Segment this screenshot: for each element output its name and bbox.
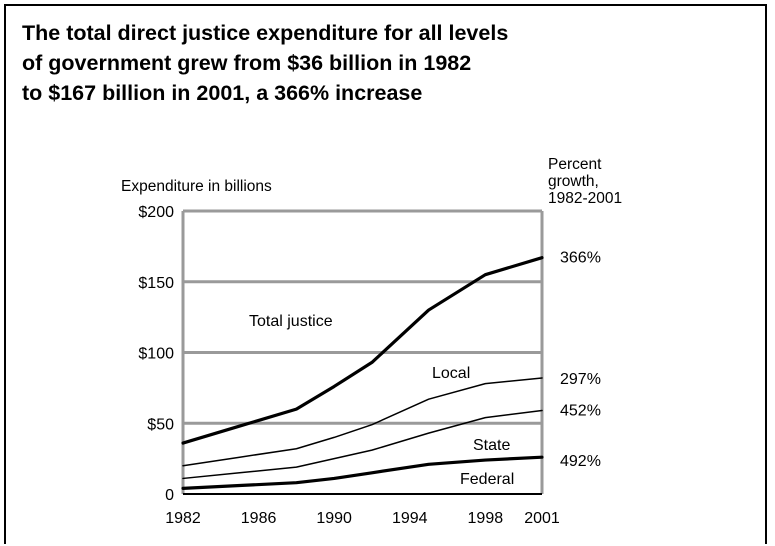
series-line [181, 256, 544, 445]
x-tick-label: 1982 [165, 510, 201, 527]
x-tick-label: 1990 [316, 510, 352, 527]
series-line [182, 377, 543, 467]
chart-title-line-1: The total direct justice expenditure for… [22, 21, 509, 45]
y-tick-label: $200 [138, 204, 174, 221]
series-label: Local [432, 365, 470, 382]
y-tick-label: $50 [147, 416, 174, 433]
growth-percent-label: 366% [560, 250, 601, 267]
y-tick-label: $100 [138, 346, 174, 363]
growth-percent-label: 492% [560, 453, 601, 470]
growth-header-line: 1982-2001 [548, 190, 622, 207]
x-tick-label: 1998 [468, 510, 504, 527]
chart-title: The total direct justice expenditure for… [22, 18, 508, 108]
growth-header-line: Percent [548, 156, 602, 173]
series-label: Total justice [249, 313, 333, 330]
chart-title-line-2: of government grew from $36 billion in 1… [22, 51, 472, 75]
chart-frame [4, 4, 767, 544]
growth-percent-label: 452% [560, 403, 601, 420]
y-axis-label: Expenditure in billions [121, 178, 272, 195]
series-label: Federal [460, 471, 514, 488]
chart-title-line-3: to $167 billion in 2001, a 366% increase [22, 81, 423, 105]
growth-header-line: growth, [548, 173, 599, 190]
growth-percent-label: 297% [560, 371, 601, 388]
y-tick-label: 0 [165, 487, 174, 504]
x-tick-label: 1986 [241, 510, 277, 527]
series-line [181, 455, 544, 490]
y-tick-label: $150 [138, 275, 174, 292]
x-tick-label: 1994 [392, 510, 428, 527]
x-tick-label: 2001 [524, 510, 560, 527]
series-label: State [473, 437, 510, 454]
series-line [182, 409, 543, 480]
